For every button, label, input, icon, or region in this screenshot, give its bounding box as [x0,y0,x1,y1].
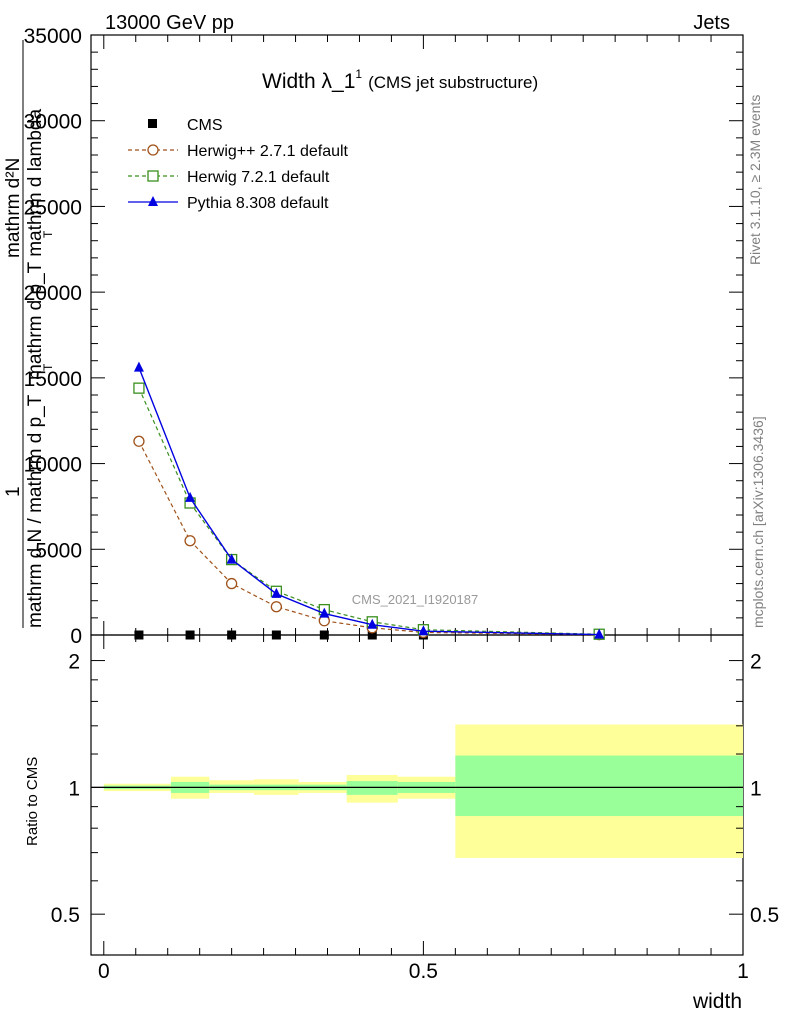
legend-marker-pythia [148,196,158,206]
pythia-point [418,625,429,636]
ratio-y-tick-label-left: 1 [68,777,80,800]
ratio-axes: 0.5 0.5 1 1 2 2 0 0.5 1 [51,635,779,983]
main-y-axis-label: 1 mathrm d²N mathrm d N / mathrm d p_T m… [3,40,55,628]
cms-data-point [319,630,329,640]
cms-data-point [227,630,237,640]
main-series [133,361,605,641]
ratio-uncertainty-bands [103,724,743,858]
main-y-tick-label: 35000 [24,25,82,48]
main-y-tick-label: 20000 [24,282,82,305]
herwigpp-point [270,601,283,613]
header-energy: 13000 GeV pp [105,12,234,34]
rivet-label: Rivet 3.1.10, ≥ 2.3M events [747,95,763,265]
cms-data-point [271,630,281,640]
ratio-y-tick-label-right: 1 [750,777,762,800]
series-line-1 [138,441,600,636]
plot-title-superscript: 1 [355,67,362,81]
herwigpp-point [184,535,196,547]
herwig7-point [133,382,145,394]
x-axis-label: width [692,990,742,1013]
x-tick-label: 0.5 [409,960,438,983]
main-y-tick-label: 5000 [35,539,82,562]
series-line-3 [138,367,600,636]
cms-data-point [185,630,195,640]
main-y-tick-label: 0 [70,625,82,648]
x-tick-label: 1 [737,960,749,983]
y-label-subscript-t2: T [41,230,55,238]
pythia-point [594,628,605,639]
pythia-point [226,553,237,564]
main-y-tick-label: 15000 [24,368,82,391]
series-line-2 [138,387,600,635]
x-tick-label: 0 [98,960,110,983]
y-label-denominator-1: mathrm d N / mathrm d p_T [25,394,46,628]
y-label-numerator-1: 1 [3,486,24,497]
plot-title-main: Width λ_1 [262,70,355,93]
analysis-watermark: CMS_2021_I1920187 [352,592,479,607]
pythia-point [367,618,378,629]
legend-label-pythia: Pythia 8.308 default [187,195,329,212]
ratio-y-tick-label-left: 0.5 [51,904,80,927]
cms-data-point [134,630,144,640]
legend-label-herwigpp: Herwig++ 2.7.1 default [187,143,349,160]
main-axes: 0 5000 10000 15000 20000 25000 30000 35000 [24,25,744,648]
plot-title: Width λ_11 (CMS jet substructure) [262,67,538,93]
cms-data-point [367,630,377,640]
herwigpp-point [225,577,238,590]
main-y-tick-label: 30000 [24,111,82,134]
ratio-y-tick-label-right: 0.5 [750,904,779,927]
ratio-y-axis-label: Ratio to CMS [24,757,41,846]
y-label-denominator-2: mathrm d p_T mathrm d lambda [25,109,46,380]
legend: CMS Herwig++ 2.7.1 default Herwig 7.2.1 … [128,117,349,212]
ratio-stat-band-7 [455,755,743,817]
legend-marker-cms [148,119,157,128]
ratio-y-tick-label-right: 2 [750,651,762,674]
plot-title-sub: (CMS jet substructure) [368,73,538,92]
legend-label-herwig7: Herwig 7.2.1 default [187,169,330,186]
legend-label-cms: CMS [187,117,223,134]
mcplots-label: mcplots.cern.ch [arXiv:1306.3436] [750,416,766,628]
pythia-point [185,491,196,502]
pythia-point [271,587,282,598]
main-y-tick-label: 10000 [24,454,82,477]
legend-marker-herwigpp [147,144,159,156]
main-y-tick-label: 25000 [24,196,82,219]
pythia-point [319,607,330,618]
pythia-point [133,361,144,372]
y-label-subscript-t1: T [41,363,55,371]
ratio-y-tick-label-left: 2 [68,651,80,674]
header-category: Jets [693,12,730,34]
legend-marker-herwig7 [147,170,159,182]
herwigpp-point [133,435,145,447]
y-label-numerator-2: mathrm d²N [3,158,24,258]
